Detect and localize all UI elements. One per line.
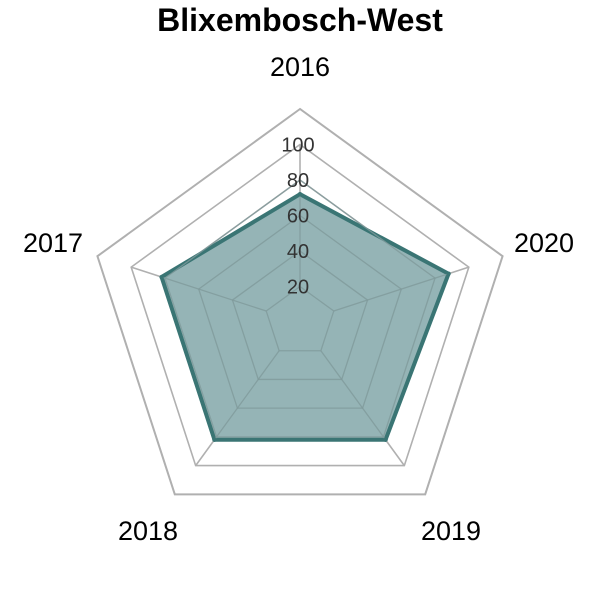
series-area [159, 192, 451, 442]
data-point [446, 271, 451, 276]
grid-ring-overlay-40 [231, 250, 369, 381]
tick-label: 100 [281, 135, 314, 157]
tick-label: 20 [287, 277, 309, 299]
grid-ring-outer [96, 107, 504, 496]
category-label: 2017 [23, 228, 83, 258]
tick-label: 60 [287, 206, 309, 228]
grid-spoke-overlay [320, 350, 387, 441]
data-point [159, 274, 164, 280]
category-label: 2018 [118, 516, 178, 546]
grid-ring-overlay-60 [197, 214, 403, 409]
chart-title: Blixembosch-West [157, 2, 443, 38]
grid-ring-overlay-20 [265, 285, 335, 352]
grid-ring-overlay-80 [164, 179, 436, 438]
tick-label: 40 [287, 241, 309, 263]
tick-label: 80 [287, 170, 309, 192]
grid-spoke-overlay [213, 350, 280, 441]
grid-ring-100 [130, 143, 470, 467]
data-point [383, 437, 388, 442]
category-label: 2019 [421, 516, 481, 546]
category-label: 2020 [514, 228, 574, 258]
data-point [212, 437, 217, 442]
grid-spoke-overlay [333, 273, 449, 312]
grid-spoke-overlay [161, 276, 267, 312]
category-label: 2016 [270, 52, 330, 82]
data-point [297, 192, 303, 197]
